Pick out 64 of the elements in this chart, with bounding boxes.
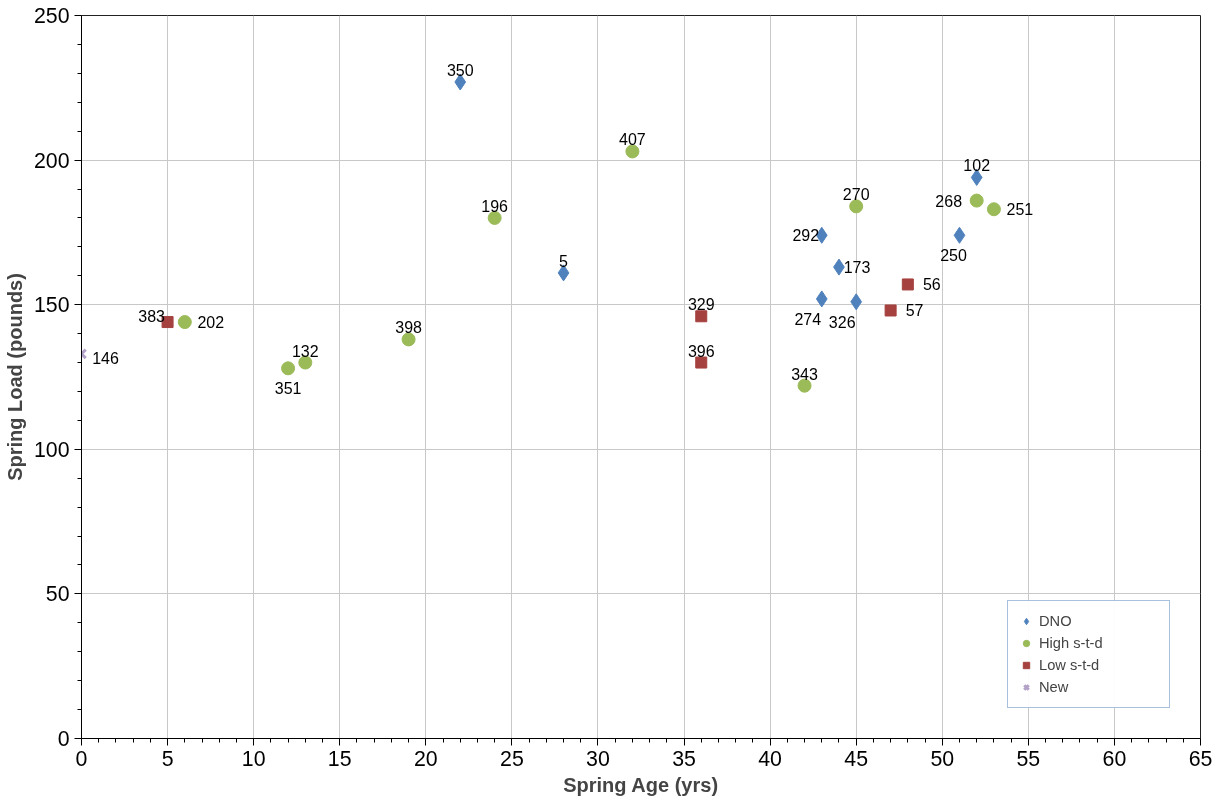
annotation: 270 bbox=[842, 186, 870, 204]
annotation: 396 bbox=[687, 342, 715, 360]
annotation: 326 bbox=[828, 313, 856, 331]
legend-label: High s-t-d bbox=[1039, 635, 1104, 651]
x-tick-label: 10 bbox=[241, 746, 266, 771]
point bbox=[884, 304, 897, 317]
annotation: 398 bbox=[395, 319, 423, 337]
legend-label: Low s-t-d bbox=[1039, 657, 1101, 673]
y-tick-label: 150 bbox=[33, 293, 70, 318]
x-tick-label: 60 bbox=[1102, 746, 1127, 771]
point bbox=[986, 202, 1001, 217]
y-tick-label: 100 bbox=[33, 437, 70, 462]
point bbox=[849, 199, 864, 214]
y-tick-label: 0 bbox=[57, 727, 70, 751]
point bbox=[953, 226, 966, 244]
point bbox=[695, 310, 708, 323]
x-tick-label: 55 bbox=[1016, 746, 1041, 771]
annotation: 173 bbox=[843, 259, 871, 277]
y-tick-label: 50 bbox=[45, 582, 70, 607]
annotation: 57 bbox=[905, 302, 924, 320]
x-tick-label: 15 bbox=[327, 746, 352, 771]
annotation: 350 bbox=[446, 62, 474, 80]
annotation: 268 bbox=[935, 192, 963, 210]
annotation: 132 bbox=[291, 342, 319, 360]
legend-label: DNO bbox=[1039, 613, 1073, 629]
point bbox=[695, 356, 708, 369]
x-tick-label: 40 bbox=[758, 746, 783, 771]
x-tick-label: 0 bbox=[75, 746, 88, 771]
x-tick-label: 45 bbox=[844, 746, 869, 771]
x-tick-label: 65 bbox=[1188, 746, 1213, 771]
annotation: 56 bbox=[922, 276, 941, 294]
annotation: 102 bbox=[963, 157, 991, 175]
y-axis-title: Spring Load (pounds) bbox=[3, 273, 26, 481]
annotation: 329 bbox=[687, 296, 715, 314]
point bbox=[281, 361, 296, 376]
annotation: 250 bbox=[940, 247, 967, 265]
point bbox=[969, 193, 984, 208]
x-axis-title: Spring Age (yrs) bbox=[563, 773, 719, 796]
annotation: 351 bbox=[274, 380, 302, 398]
annotation: 146 bbox=[92, 349, 119, 367]
annotation: 407 bbox=[619, 131, 646, 149]
x-tick-label: 5 bbox=[161, 746, 174, 771]
y-tick-label: 250 bbox=[33, 4, 70, 28]
annotation: 343 bbox=[791, 365, 818, 383]
x-tick-label: 20 bbox=[413, 746, 438, 771]
x-tick-label: 35 bbox=[672, 746, 696, 771]
point bbox=[901, 278, 914, 291]
point bbox=[850, 293, 863, 311]
point bbox=[625, 144, 640, 159]
annotation: 202 bbox=[197, 314, 225, 332]
x-tick-label: 50 bbox=[930, 746, 955, 771]
point bbox=[815, 290, 828, 308]
annotation: 274 bbox=[794, 310, 822, 328]
point bbox=[401, 332, 416, 347]
annotation: 292 bbox=[792, 227, 820, 245]
annotation: 196 bbox=[481, 197, 509, 215]
point bbox=[177, 315, 192, 330]
x-tick-label: 25 bbox=[500, 746, 524, 771]
legend-label: New bbox=[1039, 679, 1070, 695]
x-tick-label: 30 bbox=[586, 746, 610, 771]
y-tick-label: 200 bbox=[33, 148, 70, 173]
annotation: 383 bbox=[138, 308, 166, 326]
annotation: 5 bbox=[559, 252, 569, 270]
annotation: 251 bbox=[1006, 201, 1034, 219]
